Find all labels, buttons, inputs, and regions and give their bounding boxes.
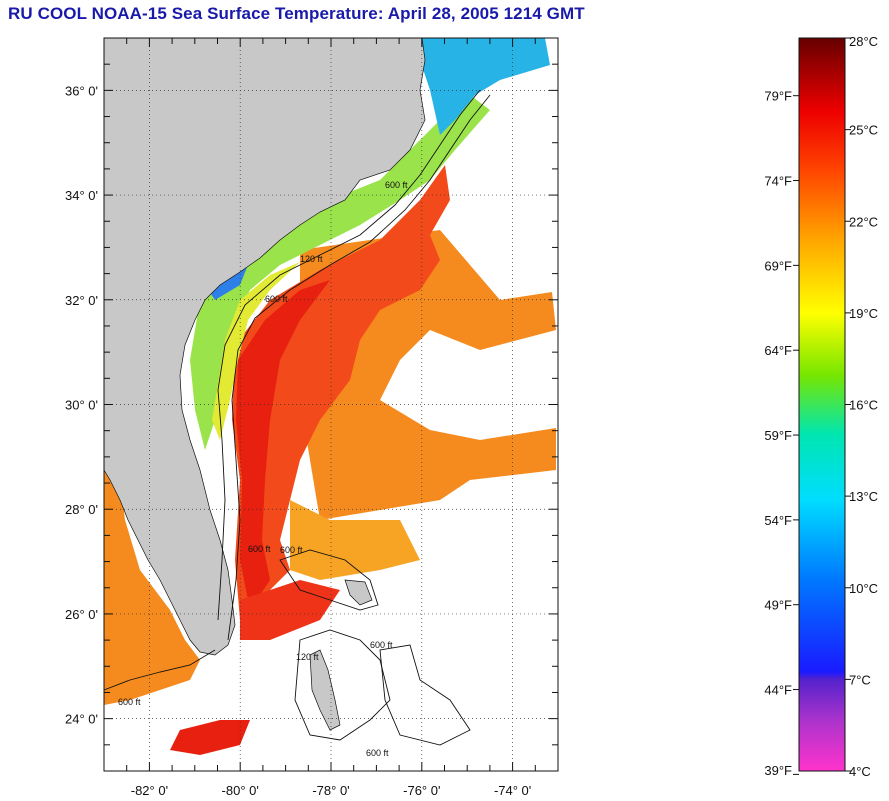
colorbar xyxy=(798,37,846,772)
contour-label: 600 ft xyxy=(118,697,141,707)
page-title: RU COOL NOAA-15 Sea Surface Temperature:… xyxy=(8,4,585,23)
lat-tick-label: 28° 0' xyxy=(65,502,98,517)
fahrenheit-label: 64°F xyxy=(764,343,792,358)
colorbar-ticks xyxy=(793,37,851,775)
sst-gulf-stream-core xyxy=(236,280,330,610)
lat-tick-label: 30° 0' xyxy=(65,398,98,413)
colorbar-fahrenheit-labels: 79°F 74°F 69°F 64°F 59°F 54°F 49°F 44°F 39°F xyxy=(764,89,792,778)
lat-tick-label: 34° 0' xyxy=(65,188,98,203)
celsius-label: 10°C xyxy=(849,581,878,596)
sst-shelf-water xyxy=(190,95,490,450)
fahrenheit-label: 49°F xyxy=(764,598,792,613)
lon-tick-label: -80° 0' xyxy=(222,783,259,798)
fahrenheit-label: 69°F xyxy=(764,258,792,273)
fahrenheit-label: 54°F xyxy=(764,513,792,528)
lat-tick-label: 36° 0' xyxy=(65,83,98,98)
contour-label: 600 ft xyxy=(385,180,408,190)
celsius-label: 28°C xyxy=(849,34,878,49)
land-bahamas xyxy=(309,649,341,731)
fahrenheit-label: 74°F xyxy=(764,174,792,189)
celsius-label: 22°C xyxy=(849,214,878,229)
fahrenheit-label: 59°F xyxy=(764,428,792,443)
lon-tick-label: -76° 0' xyxy=(403,783,440,798)
lon-tick-label: -74° 0' xyxy=(494,783,531,798)
celsius-label: 7°C xyxy=(849,672,871,687)
land-abaco xyxy=(344,579,373,606)
fahrenheit-label: 39°F xyxy=(764,763,792,778)
contour-label: 120 ft xyxy=(296,652,319,662)
longitude-labels: -82° 0' -80° 0' -78° 0' -76° 0' -74° 0' xyxy=(131,783,532,798)
colorbar-celsius-labels: 28°C 25°C 22°C 19°C 16°C 13°C 10°C 7°C 4°C xyxy=(849,34,878,779)
contour-label: 600 ft xyxy=(370,640,393,650)
fahrenheit-label: 79°F xyxy=(764,89,792,104)
celsius-label: 16°C xyxy=(849,398,878,413)
lon-tick-label: -78° 0' xyxy=(312,783,349,798)
sst-gulf-of-mexico xyxy=(104,458,200,705)
lon-tick-label: -82° 0' xyxy=(131,783,168,798)
contour-labels: 600 ft 120 ft 600 ft 600 ft 600 ft 600 f… xyxy=(118,180,408,758)
map-ticks xyxy=(103,37,559,772)
contour-label: 600 ft xyxy=(265,294,288,304)
lat-tick-label: 32° 0' xyxy=(65,293,98,308)
contour-label: 600 ft xyxy=(366,748,389,758)
lat-tick-label: 26° 0' xyxy=(65,607,98,622)
contour-label: 600 ft xyxy=(248,544,271,554)
sst-cold-north xyxy=(418,38,550,135)
map-content xyxy=(104,38,558,771)
celsius-label: 19°C xyxy=(849,306,878,321)
fahrenheit-label: 44°F xyxy=(764,683,792,698)
sst-gulf-stream xyxy=(232,165,450,620)
land-us xyxy=(104,38,426,656)
celsius-label: 4°C xyxy=(849,764,871,779)
contour-label: 120 ft xyxy=(300,254,323,264)
celsius-label: 25°C xyxy=(849,123,878,138)
sst-southeast-band xyxy=(290,500,420,580)
sst-keys-red xyxy=(170,720,250,755)
contour-label: 600 ft xyxy=(280,545,303,555)
celsius-label: 13°C xyxy=(849,489,878,504)
lat-tick-label: 24° 0' xyxy=(65,712,98,727)
latitude-labels: 36° 0' 34° 0' 32° 0' 30° 0' 28° 0' 26° 0' 24° … xyxy=(65,83,98,726)
bathymetry-contours xyxy=(103,89,491,746)
